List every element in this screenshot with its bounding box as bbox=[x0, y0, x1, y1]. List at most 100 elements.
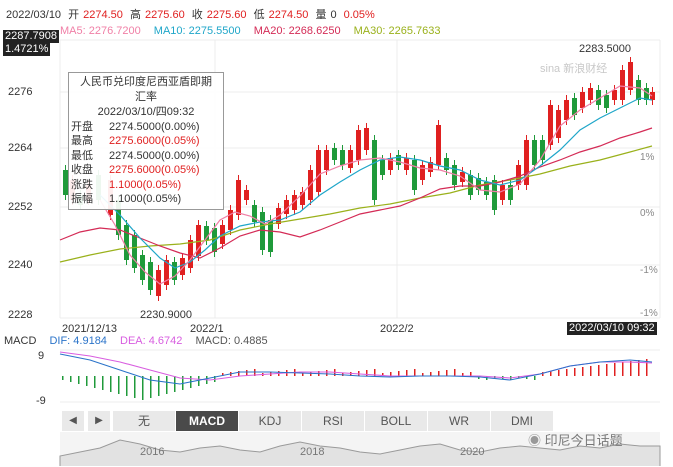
macd-bar bbox=[398, 371, 400, 376]
candle-body bbox=[356, 130, 361, 160]
sina-logo: sina 新浪财经 bbox=[540, 63, 608, 75]
candle-body bbox=[204, 226, 209, 240]
candle-body bbox=[284, 200, 289, 214]
macd-bar bbox=[422, 373, 424, 376]
open-value: 2274.50 bbox=[83, 9, 123, 21]
macd-y-bottom: -9 bbox=[36, 395, 46, 407]
tab-macd[interactable]: MACD bbox=[176, 411, 239, 431]
macd-bar bbox=[582, 367, 584, 376]
tooltip-title-line1: 人民币兑印度尼西亚盾即期 bbox=[80, 76, 212, 88]
macd-bar bbox=[142, 376, 144, 400]
macd-bar bbox=[110, 376, 112, 392]
macd-bar bbox=[374, 369, 376, 376]
right-tick-4: -1% bbox=[640, 308, 658, 319]
candle-body bbox=[492, 180, 497, 210]
candle-body bbox=[444, 158, 449, 170]
macd-bar bbox=[606, 364, 608, 376]
tooltip-value: 2275.6000(0.05%) bbox=[109, 164, 200, 177]
change-pct: 0.05% bbox=[343, 9, 375, 21]
candle-body bbox=[428, 162, 433, 172]
tooltip-row: 开盘 2274.5000(0.00%) bbox=[69, 120, 223, 134]
tooltip-title-line2: 汇率 bbox=[135, 91, 157, 103]
macd-bar bbox=[174, 376, 176, 392]
close-label: 收 bbox=[191, 9, 203, 21]
volume-value: 0 bbox=[330, 9, 337, 21]
macd-bar bbox=[558, 370, 560, 376]
ma20-value: MA20: 2268.6250 bbox=[253, 25, 341, 37]
macd-bar bbox=[542, 372, 544, 376]
macd-bar bbox=[382, 373, 384, 376]
macd-bar bbox=[638, 360, 640, 376]
macd-bar bbox=[630, 361, 632, 376]
crosshair-pct-box: 1.4721% bbox=[3, 43, 51, 56]
candle-body bbox=[244, 190, 249, 200]
candle-body bbox=[484, 182, 489, 195]
candle-body bbox=[132, 235, 137, 268]
macd-bar bbox=[534, 376, 536, 380]
tab-none[interactable]: 无 bbox=[113, 411, 176, 431]
macd-bar bbox=[246, 370, 248, 376]
macd-label: MACD bbox=[4, 335, 37, 347]
overview-year-3: 2020 bbox=[460, 446, 485, 458]
macd-bar bbox=[646, 359, 648, 376]
tooltip-value: 2275.6000(0.05%) bbox=[109, 135, 200, 148]
candle-body bbox=[460, 172, 465, 182]
candle-body bbox=[396, 155, 401, 165]
right-tick-1: 1% bbox=[640, 152, 655, 163]
ma30-value: MA30: 2265.7633 bbox=[353, 25, 441, 37]
candle-body bbox=[532, 140, 537, 165]
tooltip-value: 2274.5000(0.00%) bbox=[109, 149, 200, 162]
candle-body bbox=[63, 170, 68, 195]
prev-arrow-icon[interactable]: ◀ bbox=[62, 411, 84, 431]
macd-bar bbox=[550, 371, 552, 376]
candle-body bbox=[116, 200, 121, 235]
candle-body bbox=[580, 92, 585, 108]
candle-body bbox=[212, 228, 217, 252]
tab-kdj[interactable]: KDJ bbox=[239, 411, 302, 431]
macd-bar bbox=[454, 369, 456, 376]
indicator-tabs: 无 MACD KDJ RSI BOLL WR DMI bbox=[113, 411, 554, 431]
candle-body bbox=[420, 165, 425, 180]
macd-bar bbox=[326, 370, 328, 376]
crosshair-date-box: 2022/03/10 09:32 bbox=[567, 322, 657, 335]
tab-rsi[interactable]: RSI bbox=[302, 411, 365, 431]
tab-nav: ◀ ▶ bbox=[62, 411, 110, 431]
candle-body bbox=[636, 80, 641, 100]
tooltip-row: 最低 2274.5000(0.00%) bbox=[69, 149, 223, 163]
tab-dmi[interactable]: DMI bbox=[491, 411, 554, 431]
candle-body bbox=[292, 195, 297, 210]
macd-bar bbox=[302, 373, 304, 376]
macd-bar bbox=[158, 376, 160, 396]
tab-boll[interactable]: BOLL bbox=[365, 411, 428, 431]
wechat-icon: ◉ bbox=[528, 433, 542, 448]
candle-body bbox=[412, 160, 417, 190]
tab-wr[interactable]: WR bbox=[428, 411, 491, 431]
candle-body bbox=[380, 160, 385, 175]
y-tick-3: 2252 bbox=[8, 201, 33, 213]
macd-bar bbox=[590, 366, 592, 376]
candle-body bbox=[324, 150, 329, 170]
candle-body bbox=[572, 98, 577, 115]
low-label: 低 bbox=[253, 9, 265, 21]
candle-body bbox=[180, 258, 185, 275]
macd-bar bbox=[94, 376, 96, 388]
high-label: 高 bbox=[129, 9, 141, 21]
macd-y-top: 9 bbox=[38, 350, 45, 362]
candle-body bbox=[556, 110, 561, 138]
min-annotation: 2230.9000 bbox=[140, 309, 192, 321]
macd-bar bbox=[614, 363, 616, 376]
tooltip-key: 振幅 bbox=[71, 193, 93, 206]
candle-body bbox=[628, 62, 633, 90]
macd-bar bbox=[462, 373, 464, 376]
ma-legend: MA5: 2276.7200 MA10: 2275.5500 MA20: 226… bbox=[60, 25, 451, 37]
dea-value: DEA: 4.6742 bbox=[120, 335, 183, 347]
macd-bar bbox=[126, 376, 128, 396]
next-arrow-icon[interactable]: ▶ bbox=[88, 411, 110, 431]
right-tick-2: 0% bbox=[640, 208, 655, 219]
watermark: ◉ 印尼今日话题 bbox=[528, 430, 623, 449]
tooltip-row: 最高 2275.6000(0.05%) bbox=[69, 134, 223, 148]
watermark-text: 印尼今日话题 bbox=[544, 433, 623, 448]
volume-label: 量 bbox=[315, 9, 327, 21]
